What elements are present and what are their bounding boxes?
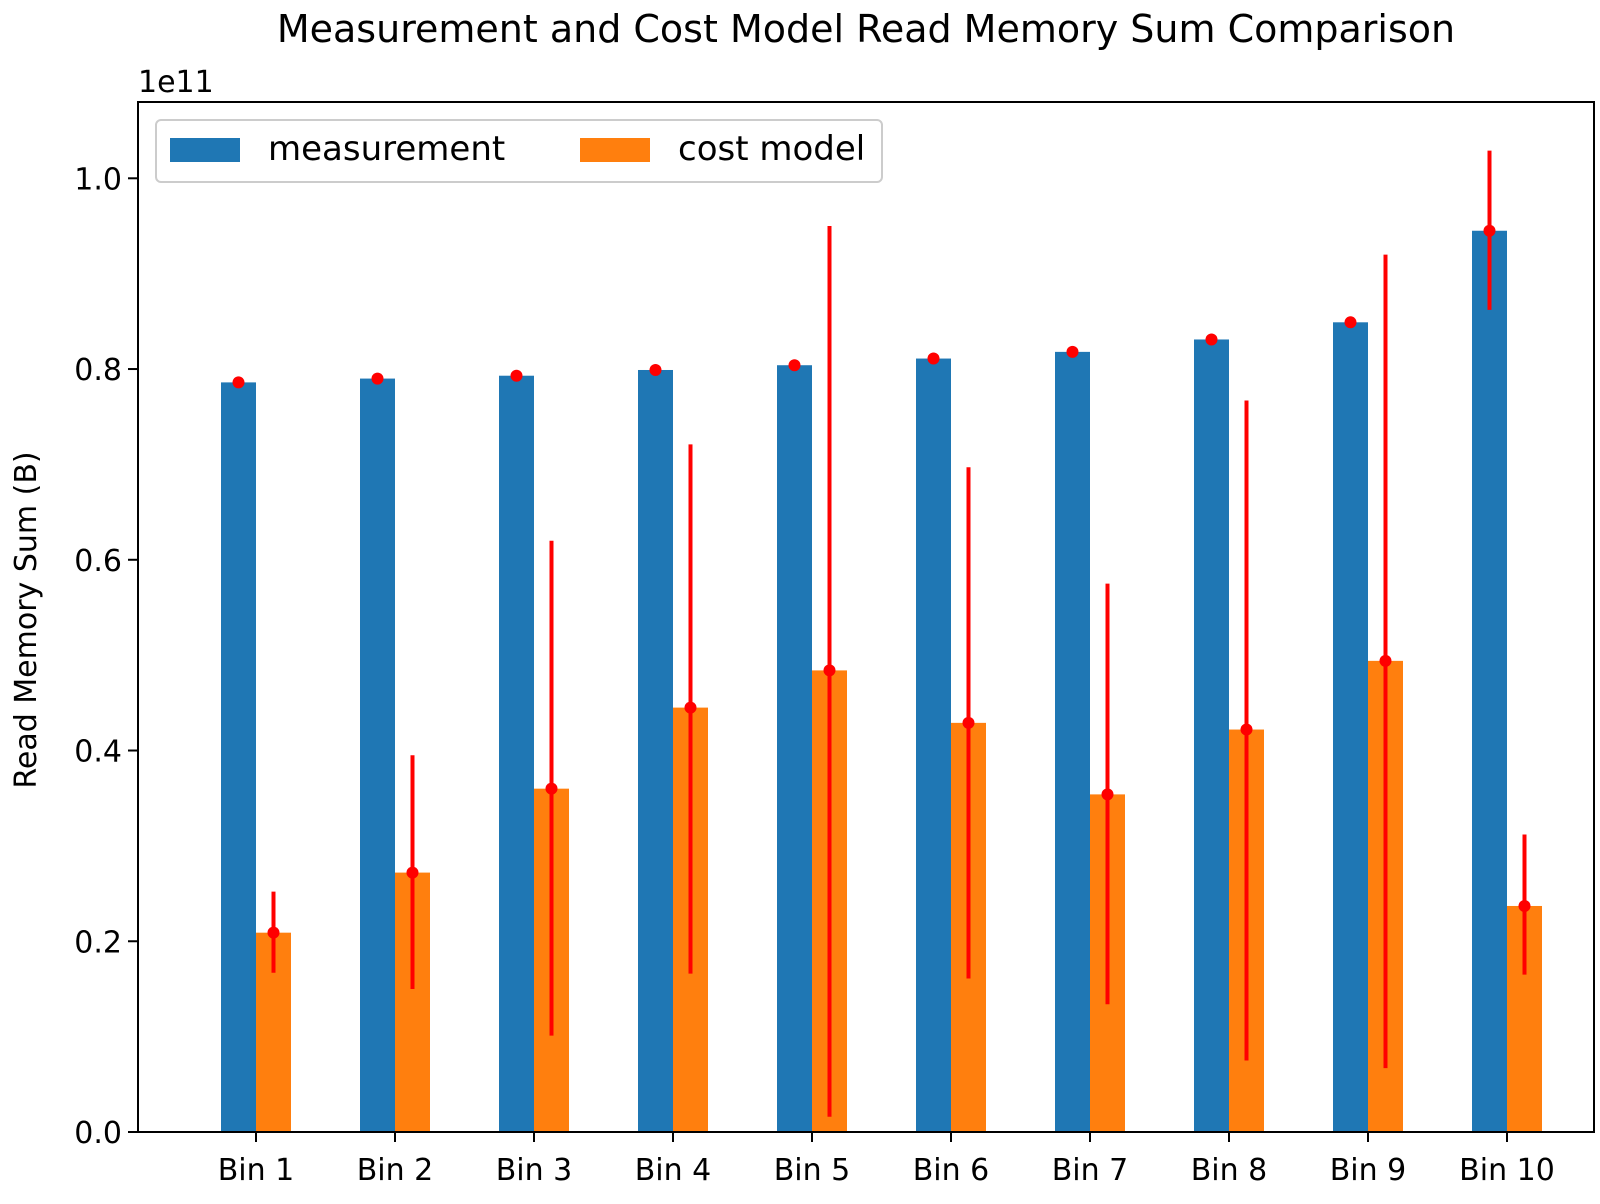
- chart-title: Measurement and Cost Model Read Memory S…: [277, 7, 1455, 51]
- x-tick-label-3: Bin 3: [496, 1153, 573, 1188]
- error-point-measurement-7: [1066, 345, 1079, 358]
- error-point-cost-model-4: [684, 701, 697, 714]
- error-point-measurement-4: [649, 363, 662, 376]
- x-tick-label-1: Bin 1: [218, 1153, 295, 1188]
- legend: measurement cost model: [155, 119, 883, 183]
- x-tick-label-7: Bin 7: [1052, 1153, 1129, 1188]
- y-tick-label: 0.6: [74, 544, 122, 579]
- error-point-measurement-9: [1344, 316, 1357, 329]
- error-point-cost-model-2: [406, 866, 419, 879]
- error-point-measurement-10: [1483, 224, 1496, 237]
- x-tick-label-8: Bin 8: [1191, 1153, 1268, 1188]
- error-point-measurement-5: [788, 359, 801, 372]
- x-tick-label-2: Bin 2: [357, 1153, 434, 1188]
- x-tick-label-10: Bin 10: [1459, 1153, 1555, 1188]
- y-tick-label: 0.8: [74, 353, 122, 388]
- bar-measurement-5: [777, 365, 812, 1132]
- x-tick-label-4: Bin 4: [635, 1153, 712, 1188]
- plot-frame: [137, 101, 1595, 1133]
- legend-swatch-measurement: [170, 138, 240, 162]
- bar-measurement-1: [221, 382, 256, 1132]
- error-point-measurement-6: [927, 352, 940, 365]
- error-point-cost-model-9: [1379, 654, 1392, 667]
- bar-measurement-8: [1194, 339, 1229, 1132]
- x-tick-label-6: Bin 6: [913, 1153, 990, 1188]
- legend-frame: [155, 119, 883, 183]
- y-tick-label: 0.4: [74, 735, 122, 770]
- bar-measurement-10: [1472, 230, 1507, 1132]
- y-tick-label: 1.0: [74, 162, 122, 197]
- bar-measurement-7: [1055, 351, 1090, 1132]
- bar-measurement-3: [499, 375, 534, 1132]
- bar-measurement-9: [1333, 322, 1368, 1132]
- y-axis-label: Read Memory Sum (B): [9, 451, 44, 788]
- y-axis: 0.0 0.2 0.4 0.6 0.8 1.0: [74, 162, 138, 1151]
- y-tick-label: 0.0: [74, 1116, 122, 1151]
- error-point-cost-model-6: [962, 716, 975, 729]
- legend-label-measurement: measurement: [268, 129, 505, 169]
- bar-measurement-4: [638, 369, 673, 1133]
- error-bars-layer: [232, 150, 1531, 1117]
- y-tick-label: 0.2: [74, 925, 122, 960]
- bar-measurement-2: [360, 378, 395, 1132]
- bars-layer: [221, 230, 1542, 1133]
- error-point-measurement-8: [1205, 333, 1218, 346]
- error-point-measurement-3: [510, 369, 523, 382]
- y-axis-offset-label: 1e11: [138, 65, 214, 100]
- error-point-cost-model-8: [1240, 723, 1253, 736]
- x-axis: Bin 1 Bin 2 Bin 3 Bin 4 Bin 5 Bin 6 Bin 7 Bin 8…: [218, 1132, 1555, 1188]
- error-point-cost-model-10: [1518, 899, 1531, 912]
- bar-measurement-6: [916, 358, 951, 1133]
- error-point-cost-model-3: [545, 782, 558, 795]
- x-tick-label-5: Bin 5: [774, 1153, 851, 1188]
- error-point-measurement-2: [371, 372, 384, 385]
- error-point-cost-model-1: [267, 926, 280, 939]
- x-tick-label-9: Bin 9: [1330, 1153, 1407, 1188]
- error-point-cost-model-7: [1101, 788, 1114, 801]
- error-point-measurement-1: [232, 376, 245, 389]
- legend-swatch-cost-model: [580, 138, 650, 162]
- legend-label-cost-model: cost model: [678, 129, 865, 169]
- error-point-cost-model-5: [823, 664, 836, 677]
